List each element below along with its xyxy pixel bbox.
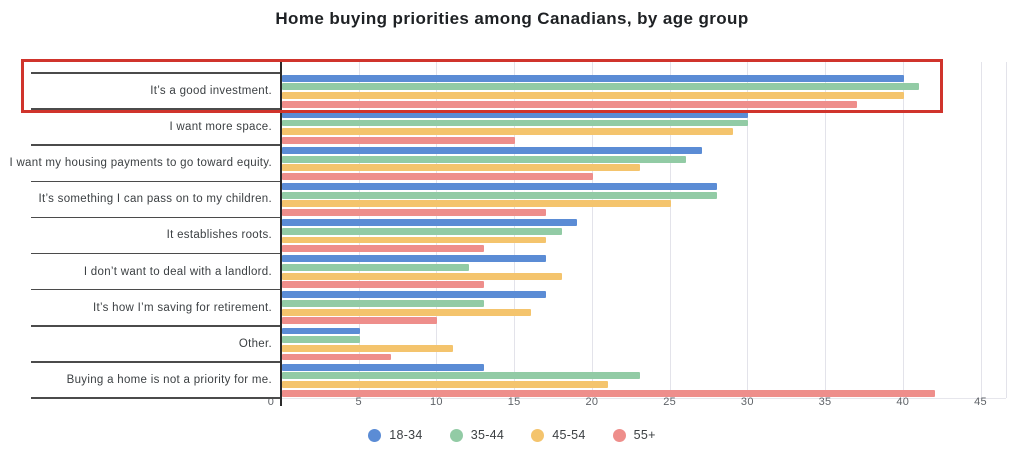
bar-18-34	[282, 291, 547, 299]
legend-item-45-54: 45-54	[531, 428, 585, 442]
x-tick-label: 30	[740, 396, 754, 408]
bar-55+	[282, 317, 438, 325]
gridline	[825, 62, 827, 398]
bar-45-54	[282, 344, 453, 352]
category-label: It’s a good investment.	[150, 85, 272, 98]
x-tick-label: 15	[507, 396, 521, 408]
category-separator-line	[31, 361, 281, 363]
x-tick-label: 10	[430, 396, 443, 408]
bar-55+	[282, 353, 391, 361]
bar-18-34	[282, 327, 360, 335]
bar-18-34	[282, 183, 718, 191]
category-label: I don’t want to deal with a landlord.	[83, 265, 272, 278]
bar-35-44	[282, 119, 749, 127]
bar-45-54	[282, 236, 547, 244]
legend-label: 45-54	[552, 428, 586, 442]
bar-35-44	[282, 83, 920, 91]
gridline	[980, 62, 982, 398]
category-separator-line	[31, 72, 281, 74]
category-label: It establishes roots.	[166, 229, 272, 242]
category-label: I want my housing payments to go toward …	[9, 157, 272, 170]
chart-title: Home buying priorities among Canadians, …	[275, 9, 749, 28]
category-separator-line	[31, 216, 281, 219]
category-separator-line	[31, 325, 281, 327]
category-separator-line	[31, 288, 281, 291]
legend-swatch-icon	[531, 428, 545, 442]
category-separator-line	[31, 144, 281, 146]
x-tick-label: 20	[585, 396, 599, 408]
bar-45-54	[282, 381, 609, 388]
bar-55+	[282, 173, 593, 180]
bar-55+	[282, 389, 935, 397]
category-separator-line	[31, 397, 281, 399]
x-tick-label: 25	[663, 396, 677, 408]
highlight-rectangle	[21, 59, 943, 113]
bar-18-34	[282, 219, 578, 227]
legend-label: 35-44	[470, 428, 505, 442]
x-tick-label: 0	[267, 396, 275, 408]
bar-35-44	[282, 264, 469, 271]
bar-35-44	[282, 155, 687, 163]
bar-45-54	[282, 128, 733, 136]
legend-label: 55+	[633, 428, 656, 442]
category-separator-line	[31, 180, 281, 183]
x-tick-label: 45	[974, 396, 987, 408]
x-tick-label: 35	[818, 396, 832, 408]
y-axis-line	[280, 62, 282, 406]
bar-45-54	[282, 200, 671, 208]
category-separator-line	[31, 252, 281, 255]
x-tick-label: 40	[896, 396, 910, 408]
gridline	[669, 62, 671, 398]
bar-35-44	[282, 227, 562, 235]
bar-35-44	[282, 336, 360, 344]
bar-18-34	[282, 363, 485, 371]
category-label: Buying a home is not a priority for me.	[66, 373, 272, 386]
legend-item-18-34: 18-34	[368, 428, 422, 442]
legend: 18-34 35-44 45-54 55+	[0, 428, 1024, 442]
category-separator-line	[31, 108, 281, 110]
bar-18-34	[282, 74, 904, 82]
category-label: It’s how I’m saving for retirement.	[92, 301, 272, 314]
bar-45-54	[282, 272, 562, 280]
bar-45-54	[282, 308, 531, 316]
legend-swatch-icon	[449, 428, 463, 442]
gridline	[591, 62, 593, 398]
bar-35-44	[282, 191, 718, 199]
legend-swatch-icon	[612, 428, 626, 442]
bar-45-54	[282, 92, 904, 99]
legend-swatch-icon	[368, 428, 382, 442]
bar-55+	[282, 136, 516, 144]
bar-45-54	[282, 164, 640, 172]
bar-18-34	[282, 147, 702, 154]
legend-label: 18-34	[389, 428, 423, 442]
legend-item-35-44: 35-44	[449, 428, 505, 442]
bar-18-34	[282, 255, 547, 263]
bar-35-44	[282, 372, 640, 380]
bar-18-34	[282, 110, 749, 118]
bar-55+	[282, 100, 858, 108]
category-label: It’s something I can pass on to my child…	[38, 193, 272, 206]
bar-35-44	[282, 300, 485, 308]
legend-item-55+: 55+	[612, 428, 656, 442]
bar-55+	[282, 281, 485, 289]
category-label: I want more space.	[169, 121, 272, 134]
bar-55+	[282, 245, 485, 253]
plot-bottom-border	[281, 398, 1006, 399]
gridline	[902, 62, 904, 398]
category-label: Other.	[238, 337, 272, 350]
gridline	[747, 62, 749, 398]
bar-55+	[282, 209, 547, 216]
x-tick-label: 5	[355, 396, 362, 408]
plot-right-border	[1006, 62, 1007, 398]
